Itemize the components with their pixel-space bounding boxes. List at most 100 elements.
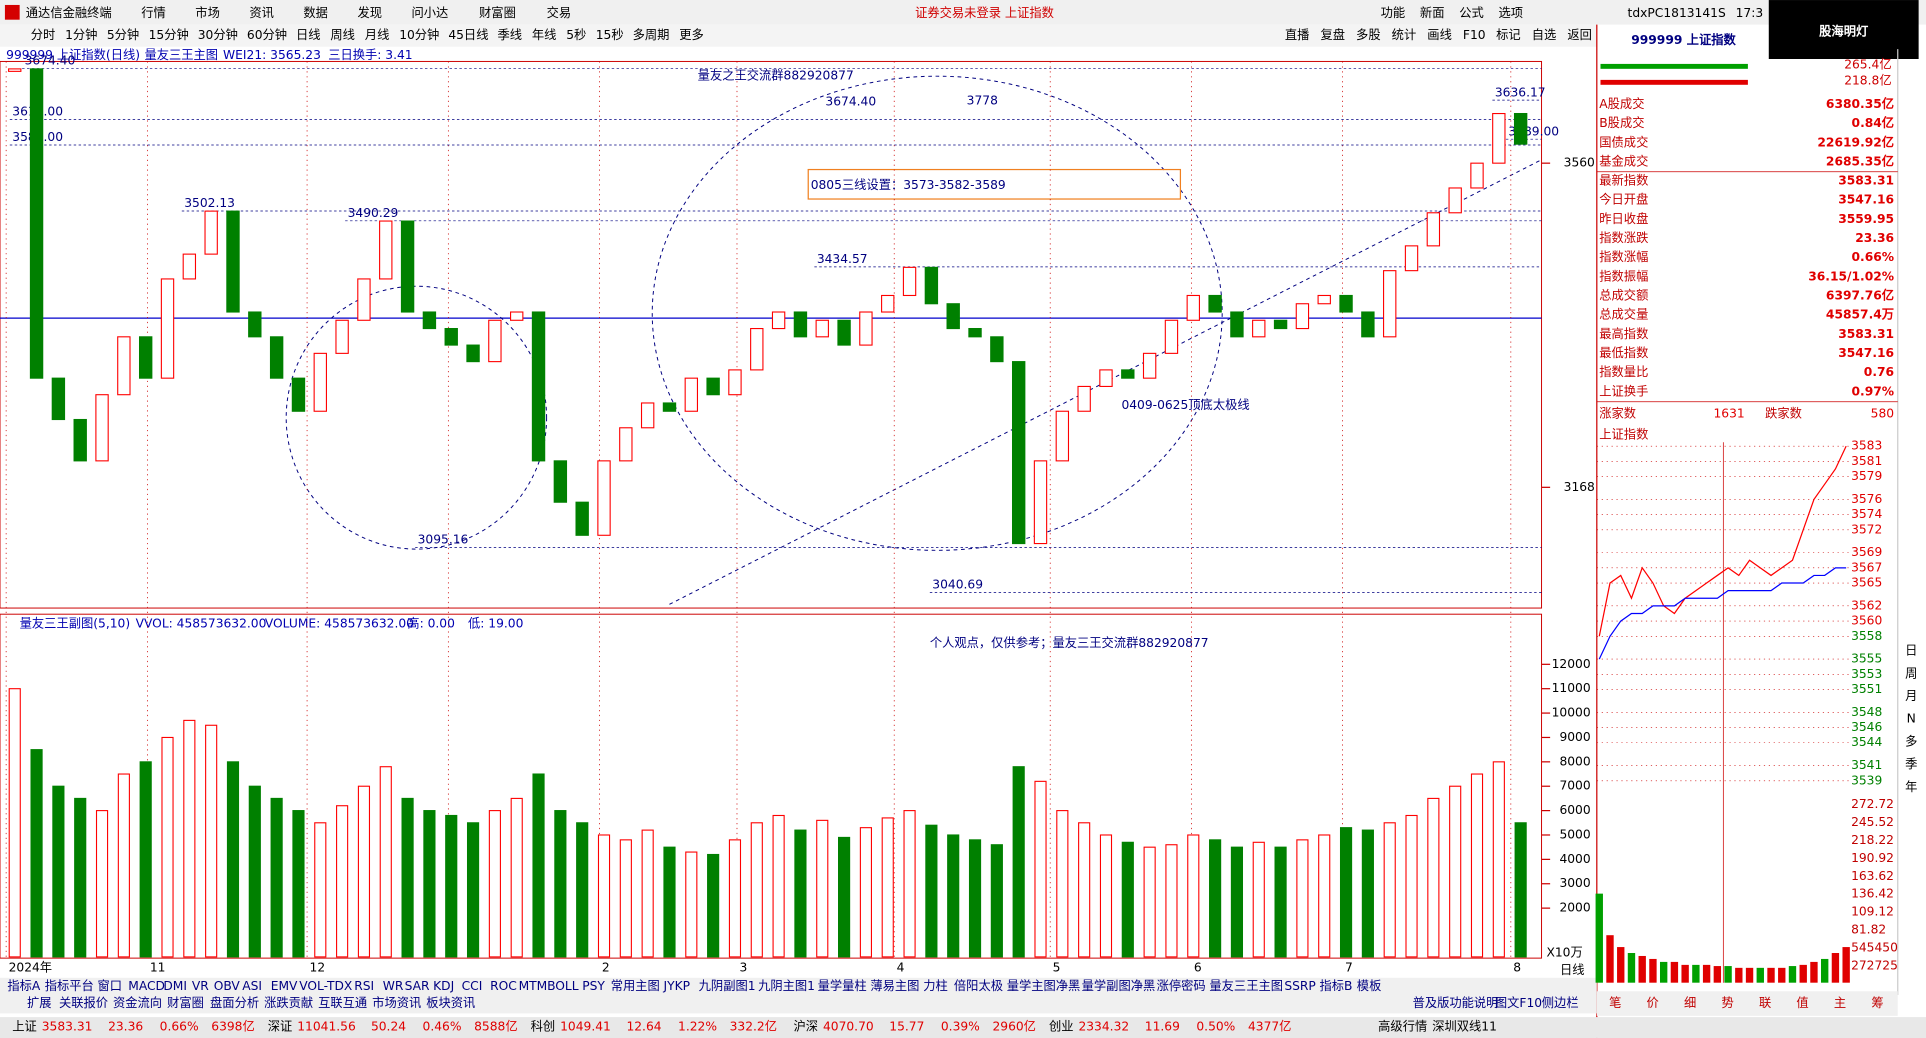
menu-item[interactable]: 行情 (141, 6, 166, 20)
panel-tab[interactable]: 笔 (1609, 995, 1621, 1010)
indicator-tab[interactable]: WR (383, 979, 404, 993)
side-button[interactable]: N (1907, 712, 1916, 726)
volume-header[interactable]: VVOL: 458573632.00 (136, 617, 267, 631)
info-tab[interactable]: 资金流向 (113, 995, 162, 1010)
tool-button[interactable]: 标记 (1496, 28, 1521, 42)
period-tab[interactable]: 5分钟 (107, 27, 139, 42)
info-tab[interactable]: 板块资讯 (426, 996, 475, 1010)
panel-tab[interactable]: 细 (1684, 996, 1696, 1010)
indicator-tab[interactable]: 力柱 (923, 978, 948, 993)
indicator-tab[interactable]: 指标B (1319, 978, 1352, 993)
menu-item[interactable]: 公式 (1459, 6, 1484, 20)
panel-tab[interactable]: 联 (1759, 996, 1771, 1010)
period-tab[interactable]: 年线 (532, 28, 557, 42)
period-tab[interactable]: 45日线 (448, 28, 488, 42)
volume-header[interactable]: 高: 0.00 (407, 616, 455, 631)
main-header[interactable]: 999999 上证指数(日线) (6, 47, 140, 62)
period-tab[interactable]: 30分钟 (198, 27, 238, 42)
panel-tab[interactable]: 主 (1834, 996, 1846, 1010)
period-tab[interactable]: 15秒 (596, 28, 624, 42)
side-button[interactable]: 年 (1905, 780, 1917, 794)
info-tab[interactable]: 盘面分析 (210, 995, 259, 1010)
indicator-tab[interactable]: 倍阳太极 (954, 978, 1003, 993)
indicator-tab[interactable]: JYKP (663, 979, 691, 993)
period-tab[interactable]: 季线 (497, 28, 522, 42)
panel-tab[interactable]: 价 (1647, 996, 1659, 1010)
side-button[interactable]: 多 (1905, 734, 1917, 748)
indicator-tab[interactable]: SAR (405, 979, 430, 993)
volume-header[interactable]: 低: 19.00 (468, 617, 523, 631)
info-tab[interactable]: 普及版功能说明 (1413, 995, 1499, 1010)
indicator-tab[interactable]: VR (192, 979, 209, 993)
tool-button[interactable]: 画线 (1427, 28, 1452, 42)
indicator-tab[interactable]: OBV (214, 979, 241, 993)
info-tab[interactable]: 扩展 (27, 996, 52, 1010)
tool-button[interactable]: 多股 (1356, 28, 1381, 42)
side-button[interactable]: 季 (1905, 757, 1917, 771)
indicator-tab[interactable]: 九阴主图1 (758, 979, 815, 993)
menu-item[interactable]: 财富圈 (479, 5, 516, 20)
menu-item[interactable]: 选项 (1499, 6, 1524, 20)
indicator-tab[interactable]: 模板 (1357, 979, 1382, 993)
indicator-tab[interactable]: 量友三王主图 (1209, 979, 1283, 993)
indicator-tab[interactable]: MACD (128, 979, 165, 993)
tool-button[interactable]: 复盘 (1320, 27, 1345, 42)
indicator-tab[interactable]: ROC (490, 979, 517, 993)
tool-button[interactable]: F10 (1463, 28, 1486, 42)
info-tab[interactable]: 互联互通 (318, 996, 367, 1010)
info-tab[interactable]: 市场资讯 (372, 995, 421, 1010)
period-tab[interactable]: 月线 (365, 28, 390, 42)
period-tab[interactable]: 10分钟 (399, 27, 439, 42)
period-tab[interactable]: 多周期 (633, 28, 670, 42)
volume-header[interactable]: 量友三王副图(5,10) (20, 616, 130, 631)
menu-item[interactable]: 发现 (357, 5, 382, 20)
tool-button[interactable]: 返回 (1567, 28, 1592, 42)
side-button[interactable]: 日 (1905, 644, 1917, 658)
indicator-tab[interactable]: 指标平台 (45, 978, 94, 993)
tool-button[interactable]: 统计 (1392, 28, 1417, 42)
panel-tab[interactable]: 势 (1721, 996, 1733, 1010)
info-tab[interactable]: 图文F10 (1495, 995, 1542, 1010)
indicator-tab[interactable]: SSRP (1284, 979, 1316, 993)
period-tab[interactable]: 周线 (330, 28, 355, 42)
indicator-tab[interactable]: 九阴副图1 (699, 978, 756, 993)
indicator-tab[interactable]: BOLL (547, 979, 579, 993)
menu-item[interactable]: 市场 (195, 5, 220, 20)
indicator-tab[interactable]: EMV (271, 979, 298, 993)
side-button[interactable]: 月 (1905, 689, 1917, 703)
period-tab[interactable]: 1分钟 (65, 27, 97, 42)
indicator-tab[interactable]: 常用主图 (611, 979, 660, 993)
indicator-tab[interactable]: RSI (354, 979, 374, 993)
indicator-tab[interactable]: 指标A (7, 978, 41, 993)
indicator-tab[interactable]: KDJ (433, 979, 454, 993)
menu-item[interactable]: 数据 (303, 5, 328, 20)
info-tab[interactable]: 关联报价 (59, 995, 108, 1010)
main-header[interactable]: WEI21: 3565.23 (223, 48, 321, 62)
period-tab[interactable]: 5秒 (566, 28, 586, 42)
volume-header[interactable]: VOLUME: 458573632.00 (265, 617, 414, 631)
indicator-tab[interactable]: VOL-TDX (299, 979, 353, 993)
indicator-tab[interactable]: 窗口 (98, 979, 123, 993)
indicator-tab[interactable]: PSY (582, 979, 605, 993)
info-tab[interactable]: 财富圈 (167, 995, 204, 1010)
indicator-tab[interactable]: 薄易主图 (870, 978, 919, 993)
info-tab[interactable]: 涨跌贡献 (264, 995, 313, 1010)
indicator-tab[interactable]: 量学量柱 (818, 978, 867, 993)
period-tab[interactable]: 更多 (679, 28, 704, 42)
period-tab[interactable]: 分时 (31, 28, 56, 42)
tool-button[interactable]: 直播 (1285, 28, 1310, 42)
menu-item[interactable]: 功能 (1381, 6, 1406, 20)
menu-item[interactable]: 问小达 (411, 6, 448, 20)
panel-tab[interactable]: 筹 (1871, 996, 1883, 1010)
indicator-tab[interactable]: DMI (163, 979, 187, 993)
info-tab[interactable]: 侧边栏 (1542, 995, 1579, 1010)
indicator-tab[interactable]: 量学副图净黑 (1082, 978, 1156, 993)
side-button[interactable]: 周 (1905, 666, 1917, 680)
main-header[interactable]: 量友三王主图 (144, 48, 218, 62)
indicator-tab[interactable]: CCI (462, 979, 483, 993)
period-tab[interactable]: 日线 (296, 28, 321, 42)
menu-item[interactable]: 资讯 (249, 6, 274, 20)
menu-item[interactable]: 交易 (547, 5, 572, 20)
indicator-tab[interactable]: ASI (242, 979, 262, 993)
indicator-tab[interactable]: 涨停密码 (1157, 978, 1206, 993)
